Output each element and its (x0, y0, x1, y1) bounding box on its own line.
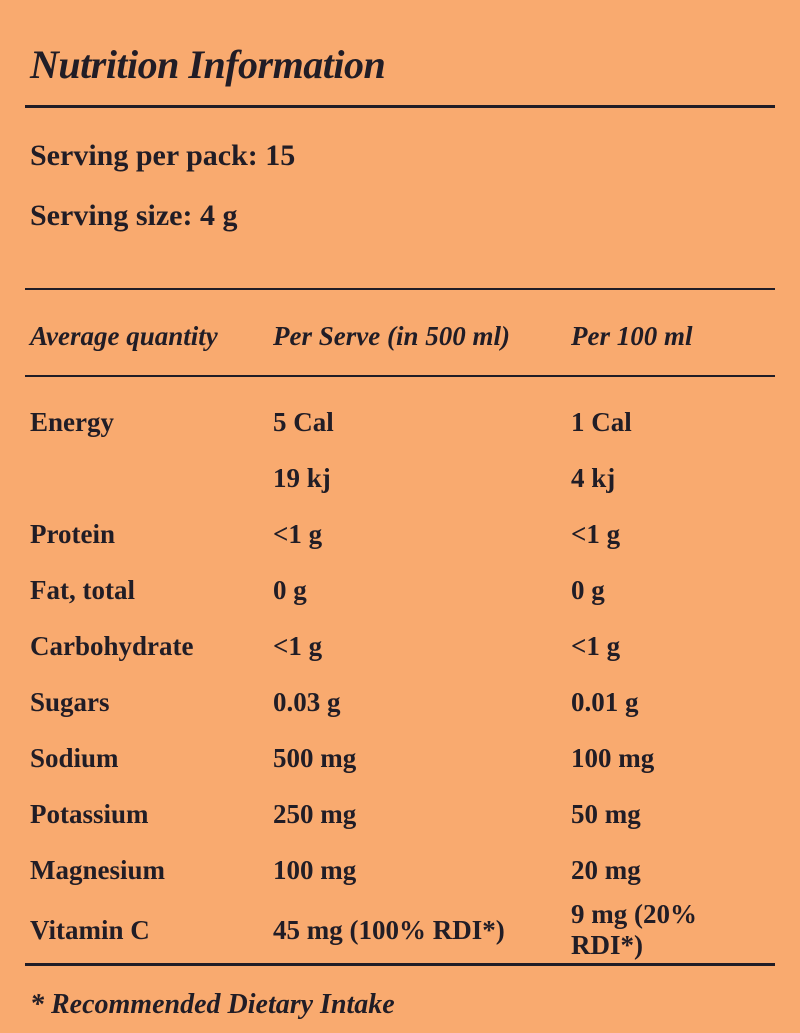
per-100ml-value: 0.01 g (571, 687, 639, 718)
per-100ml-value: <1 g (571, 631, 621, 662)
per-serve-value: 0 g (273, 575, 307, 606)
column-header-average-quantity: Average quantity (30, 321, 218, 352)
nutrient-name: Magnesium (30, 855, 165, 886)
divider-above-header (25, 288, 775, 290)
nutrient-name: Protein (30, 519, 115, 550)
table-row: 19 kj 4 kj (25, 451, 775, 507)
page-title: Nutrition Information (30, 42, 386, 87)
nutrient-name: Sugars (30, 687, 110, 718)
serving-per-pack: Serving per pack: 15 (30, 139, 296, 172)
table-row: Carbohydrate <1 g <1 g (25, 619, 775, 675)
per-100ml-value: 4 kj (571, 463, 616, 494)
divider-below-header (25, 375, 775, 377)
per-serve-value: 45 mg (100% RDI*) (273, 914, 505, 945)
serving-info: Serving per pack: 15 Serving size: 4 g (25, 138, 775, 288)
per-serve-value: 500 mg (273, 743, 357, 774)
per-serve-value: 250 mg (273, 799, 357, 830)
column-header-per-serve: Per Serve (in 500 ml) (273, 321, 510, 352)
per-100ml-value: 0 g (571, 575, 605, 606)
divider-above-footnote (25, 963, 775, 966)
per-serve-value: 19 kj (273, 463, 331, 494)
column-header-per-100ml: Per 100 ml (571, 321, 693, 352)
per-100ml-value: 20 mg (571, 855, 641, 886)
nutrient-name: Potassium (30, 799, 149, 830)
table-row: Fat, total 0 g 0 g (25, 563, 775, 619)
serving-size: Serving size: 4 g (30, 199, 238, 232)
per-serve-value: <1 g (273, 631, 323, 662)
table-row: Magnesium 100 mg 20 mg (25, 843, 775, 899)
table-row: Sugars 0.03 g 0.01 g (25, 675, 775, 731)
per-100ml-value: 1 Cal (571, 407, 632, 438)
nutrient-name: Energy (30, 407, 114, 438)
table-row: Sodium 500 mg 100 mg (25, 731, 775, 787)
per-100ml-value: <1 g (571, 519, 621, 550)
table-header-row: Average quantity Per Serve (in 500 ml) P… (25, 290, 775, 375)
divider-under-title (25, 105, 775, 108)
per-serve-value: 100 mg (273, 855, 357, 886)
footnote: * Recommended Dietary Intake (30, 989, 395, 1020)
per-serve-value: 0.03 g (273, 687, 341, 718)
table-row: Potassium 250 mg 50 mg (25, 787, 775, 843)
per-100ml-value: 9 mg (20% RDI*) (571, 899, 697, 961)
nutrient-name: Vitamin C (30, 914, 150, 945)
per-100ml-value: 50 mg (571, 799, 641, 830)
nutrient-name: Fat, total (30, 575, 135, 606)
per-serve-value: <1 g (273, 519, 323, 550)
table-body: Energy 5 Cal 1 Cal 19 kj 4 kj Protein <1… (25, 377, 775, 960)
table-row: Energy 5 Cal 1 Cal (25, 395, 775, 451)
per-serve-value: 5 Cal (273, 407, 334, 438)
nutrient-name: Sodium (30, 743, 119, 774)
per-100ml-value: 100 mg (571, 743, 655, 774)
nutrient-name: Carbohydrate (30, 631, 194, 662)
table-row: Protein <1 g <1 g (25, 507, 775, 563)
table-row: Vitamin C 45 mg (100% RDI*) 9 mg (20% RD… (25, 899, 775, 960)
